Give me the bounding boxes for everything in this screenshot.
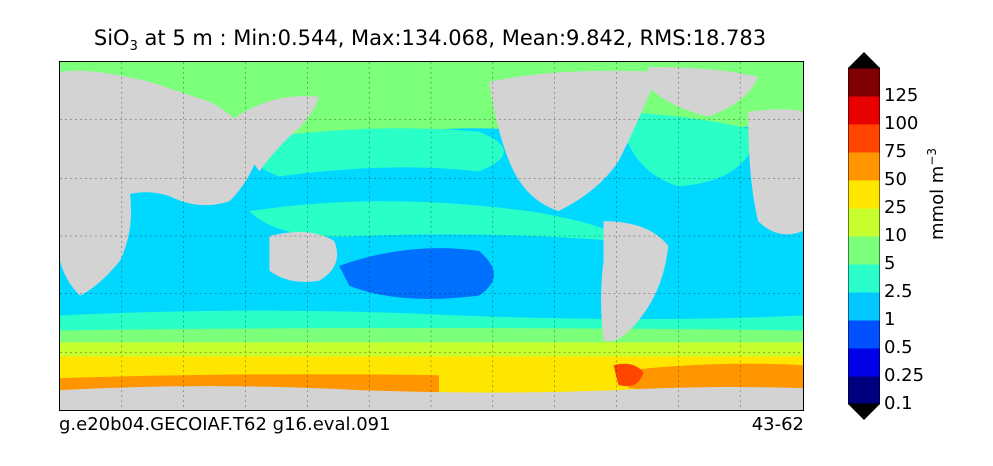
colorbar-segment: [848, 320, 880, 349]
land-australia: [269, 232, 338, 282]
land-asia-east: [229, 96, 320, 172]
land-north-america: [488, 70, 659, 212]
ocean-map: [59, 61, 804, 411]
colorbar-segment: [848, 264, 880, 293]
colorbar-segment: [848, 124, 880, 153]
north-pacific-band-2_5: [239, 128, 504, 177]
land-africa: [60, 170, 132, 296]
colorbar-segment: [848, 96, 880, 125]
gridlines: [60, 62, 803, 410]
colorbar-tick-label: 1: [884, 309, 896, 330]
colorbar-segment: [848, 68, 880, 97]
colorbar-segment: [848, 376, 880, 405]
colorbar: [848, 52, 880, 420]
title-stats: at 5 m : Min:0.544, Max:134.068, Mean:9.…: [137, 26, 767, 50]
colorbar-tick-label: 75: [884, 141, 907, 162]
title-species: SiO: [93, 26, 130, 50]
colorbar-under-arrow: [848, 404, 880, 420]
colorbar-tick-label: 0.5: [884, 337, 913, 358]
weddell-band-75: [613, 363, 644, 387]
colorbar-segment: [848, 152, 880, 181]
colorbar-segment: [848, 348, 880, 377]
colorbar-segment: [848, 292, 880, 321]
run-id: g.e20b04.GECOIAF.T62 g16.eval.091: [59, 414, 391, 435]
colorbar-tick-label: 0.25: [884, 365, 925, 386]
equatorial-band-2_5: [249, 201, 619, 241]
colorbar-tick-label: 50: [884, 169, 907, 190]
south-pacific-gyre-0_5: [339, 248, 494, 299]
colorbar-over-arrow: [848, 52, 880, 68]
land-europe-east: [748, 109, 803, 235]
colorbar-tick-label: 25: [884, 197, 907, 218]
north-atlantic-band-2_5: [618, 111, 759, 187]
unit-main: mmol m: [927, 165, 948, 240]
colorbar-segment: [848, 208, 880, 237]
land-south-america: [601, 221, 669, 342]
year-range: 43-62: [751, 414, 804, 435]
colorbar-tick-label: 2.5: [884, 281, 913, 302]
colorbar-tick-label: 10: [884, 225, 907, 246]
land-eurasia-west: [60, 70, 260, 206]
colorbar-segment: [848, 236, 880, 265]
colorbar-tick-label: 100: [884, 113, 919, 134]
colorbar-tick-label: 0.1: [884, 393, 913, 414]
colorbar-tick-label: 5: [884, 253, 896, 274]
title-subscript: 3: [129, 39, 138, 55]
map-title: SiO3 at 5 m : Min:0.544, Max:134.068, Me…: [0, 26, 860, 54]
land-greenland: [648, 66, 759, 117]
colorbar-unit: mmol m−3: [925, 148, 948, 240]
unit-sup: −3: [925, 147, 939, 166]
antarctic-band-50-east: [628, 363, 803, 393]
colorbar-tick-label: 125: [884, 85, 919, 106]
colorbar-segment: [848, 180, 880, 209]
colorbar-frame: [848, 67, 880, 405]
